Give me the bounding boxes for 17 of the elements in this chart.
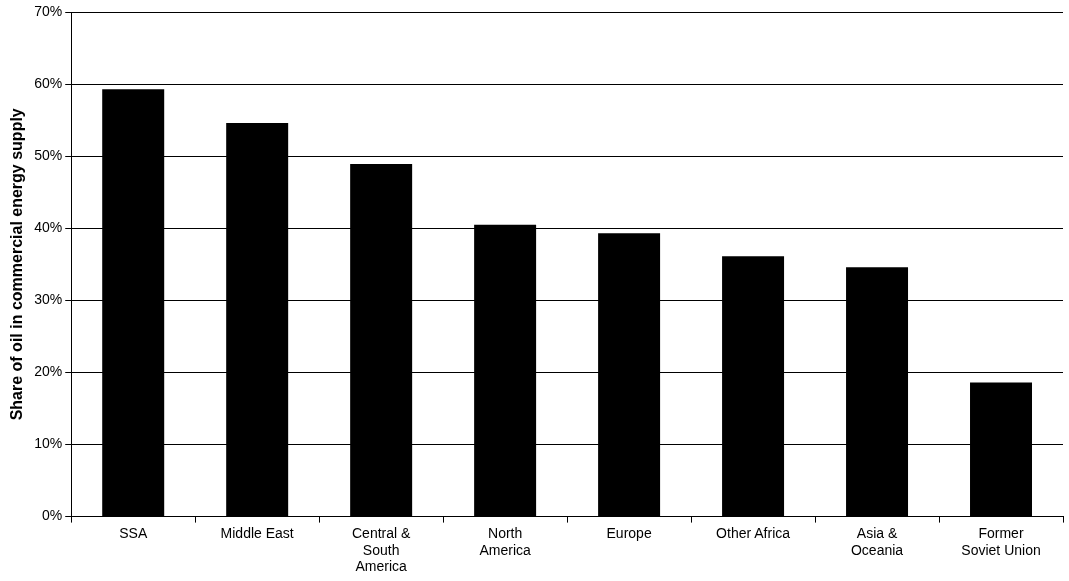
y-tick-label: 20% <box>34 363 63 380</box>
x-tick-label: Europe <box>606 524 652 541</box>
y-tick-label: 40% <box>34 219 63 236</box>
x-tick-label: Other Africa <box>716 524 791 541</box>
y-tick-label: 0% <box>41 507 63 524</box>
x-tick-label: North America <box>479 524 531 558</box>
y-tick-label: 60% <box>34 74 63 91</box>
y-tick-label: 70% <box>34 2 63 19</box>
y-tick-label: 10% <box>34 435 63 452</box>
x-tick-label: SSA <box>119 524 148 541</box>
x-tick-label: Former Soviet Union <box>961 524 1041 558</box>
x-tick-label: Central & South America <box>351 524 411 575</box>
y-axis-title: Share of oil in commercial energy supply <box>8 108 26 421</box>
x-tick-label: Middle East <box>220 524 294 541</box>
y-tick-label: 30% <box>34 291 63 308</box>
x-tick-label: Asia & Oceania <box>850 524 904 558</box>
y-tick-label: 50% <box>34 147 63 164</box>
